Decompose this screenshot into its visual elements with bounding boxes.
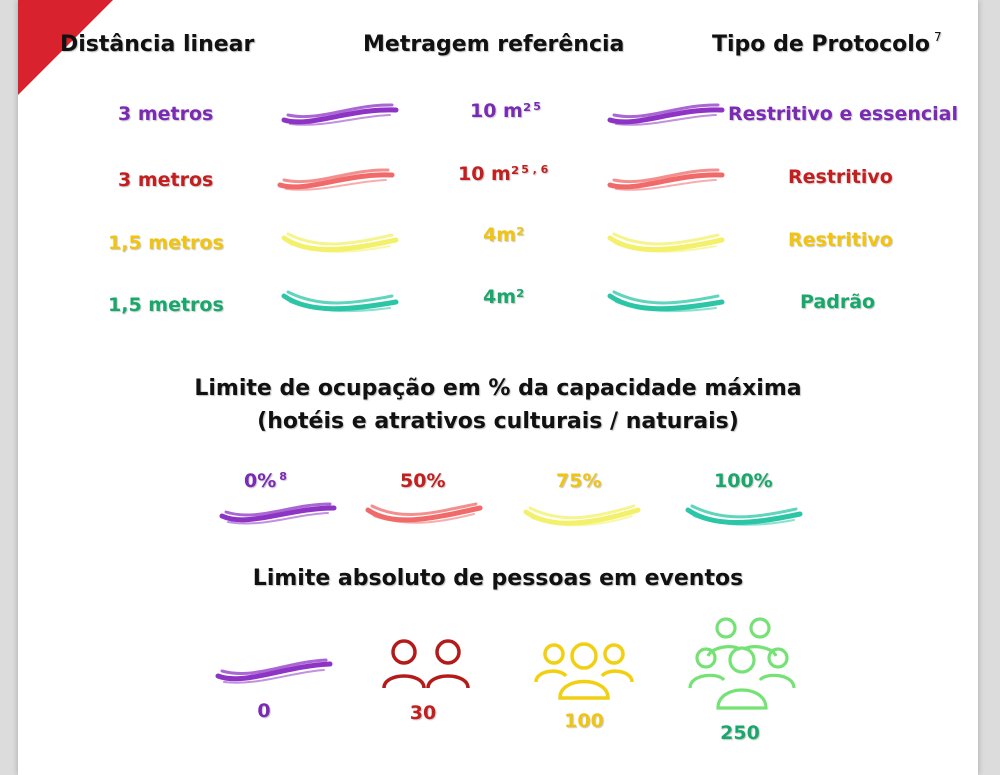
brush-stroke-red: [607, 168, 725, 191]
row-2-distance: 3 metros: [118, 169, 214, 191]
row-4-distance: 1,5 metros: [108, 294, 224, 316]
brush-stroke-purple: [607, 103, 725, 126]
row-4-area: 4m²: [483, 286, 525, 308]
occupancy-title: Limite de ocupação em % da capacidade má…: [194, 376, 802, 434]
brush-stroke-red: [277, 168, 395, 191]
brush-stroke-green: [281, 290, 399, 313]
brush-stroke-yellow: [607, 232, 725, 253]
event-limit-0: 0: [257, 700, 271, 722]
row-2-area: 10 m² 5 , 6: [458, 163, 549, 185]
event-limit-30: 30: [409, 702, 437, 724]
occupancy-75: 75%: [556, 470, 602, 492]
corner-ribbon: [18, 0, 113, 95]
row-1-distance: 3 metros: [118, 103, 214, 125]
row-3-area: 4m²: [483, 224, 525, 246]
header-protocol: Tipo de Protocolo 7: [712, 30, 942, 57]
row-1-protocol: Restritivo e essencial: [728, 103, 958, 125]
brush-stroke-red: [365, 502, 483, 524]
event-limit-250: 250: [720, 722, 760, 744]
crowd-people-icon: [688, 617, 796, 710]
header-distance: Distância linear: [60, 32, 255, 57]
brush-stroke-yellow: [523, 504, 641, 527]
row-4-protocol: Padrão: [800, 291, 876, 313]
row-3-distance: 1,5 metros: [108, 232, 224, 254]
brush-stroke-green: [607, 290, 725, 313]
event-limit-100: 100: [564, 710, 604, 732]
two-people-icon: [382, 639, 470, 689]
row-2-protocol: Restritivo: [788, 166, 893, 188]
brush-stroke-purple: [219, 502, 337, 525]
occupancy-0: 0% 8: [244, 470, 287, 492]
brush-stroke-purple: [281, 103, 399, 126]
brush-stroke-purple: [215, 658, 333, 684]
header-area: Metragem referência: [363, 32, 625, 57]
header-protocol-note: 7: [933, 30, 942, 44]
brush-stroke-yellow: [281, 232, 399, 253]
group-people-icon: [534, 642, 634, 700]
occupancy-100: 100%: [714, 470, 773, 492]
infographic-card: Distância linear Metragem referência Tip…: [18, 0, 978, 775]
events-title: Limite absoluto de pessoas em eventos: [252, 566, 744, 591]
row-3-protocol: Restritivo: [788, 229, 893, 251]
brush-stroke-green: [685, 504, 803, 526]
occupancy-50: 50%: [400, 470, 446, 492]
row-1-area: 10 m² 5: [470, 100, 541, 122]
